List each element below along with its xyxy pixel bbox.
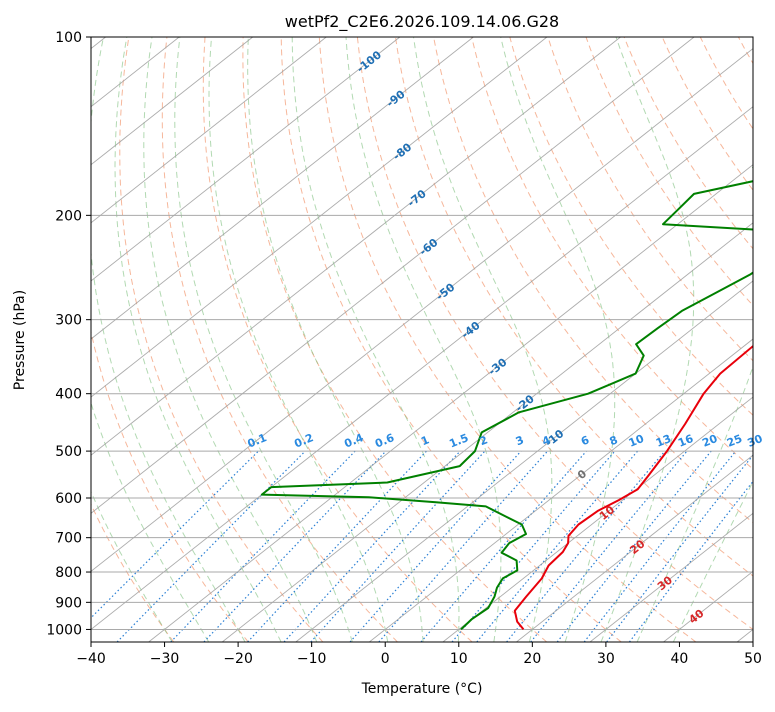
y-tick-label: 1000 — [46, 622, 82, 638]
x-tick-label: −10 — [297, 651, 327, 667]
x-tick-label: 50 — [744, 651, 762, 667]
x-tick-label: −40 — [76, 651, 106, 667]
y-tick-label: 500 — [55, 444, 82, 460]
y-tick-label: 800 — [55, 565, 82, 581]
y-axis-label: Pressure (hPa) — [12, 290, 28, 390]
x-tick-label: 10 — [450, 651, 468, 667]
y-tick-label: 700 — [55, 531, 82, 547]
chart-title: wetPf2_C2E6.2026.109.14.06.G28 — [285, 12, 559, 32]
y-tick-label: 900 — [55, 595, 82, 611]
x-tick-label: 0 — [381, 651, 390, 667]
y-tick-label: 100 — [55, 30, 82, 46]
x-tick-label: 20 — [523, 651, 541, 667]
y-tick-label: 200 — [55, 208, 82, 224]
x-tick-label: −20 — [223, 651, 253, 667]
x-tick-label: 30 — [597, 651, 615, 667]
y-tick-label: 400 — [55, 387, 82, 403]
x-axis-label: Temperature (°C) — [361, 681, 483, 697]
y-tick-label: 600 — [55, 491, 82, 507]
x-tick-label: 40 — [671, 651, 689, 667]
x-tick-label: −30 — [150, 651, 180, 667]
y-tick-label: 300 — [55, 313, 82, 329]
